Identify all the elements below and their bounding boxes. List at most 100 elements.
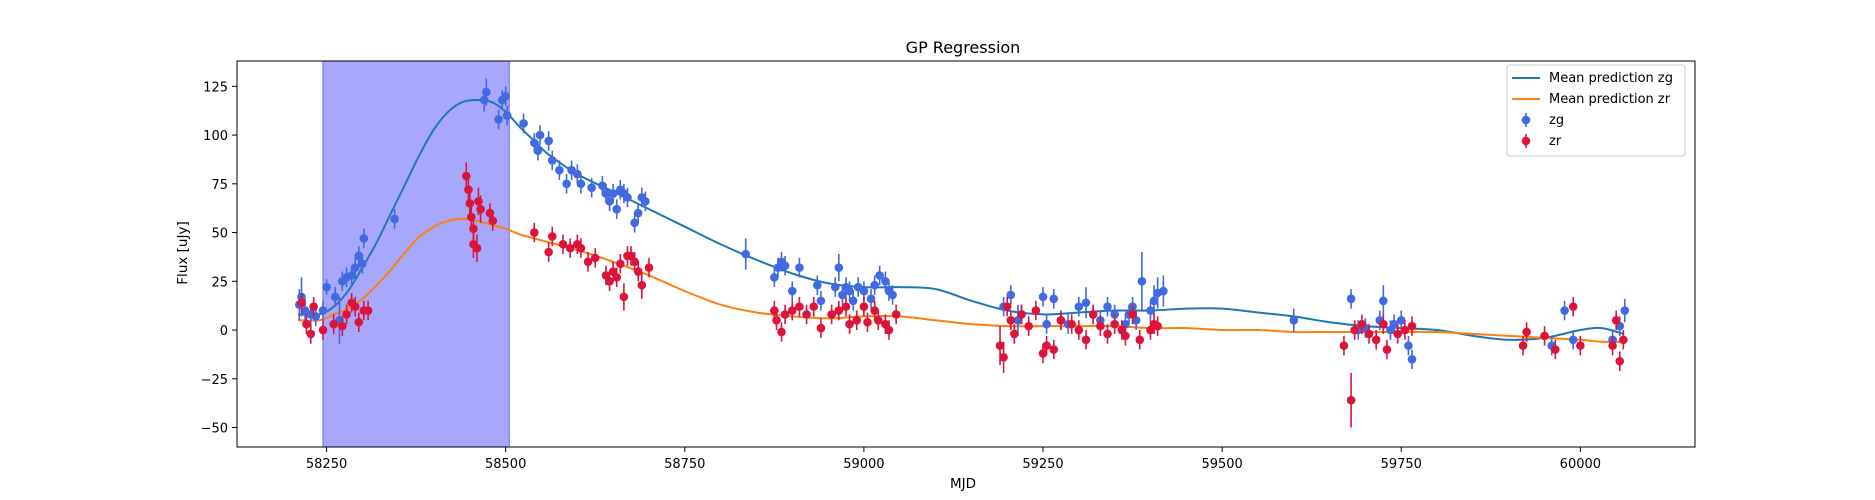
marker xyxy=(873,315,883,325)
legend-label-zr-points: zr xyxy=(1549,134,1562,149)
data-point-zr xyxy=(845,314,854,334)
marker xyxy=(472,243,482,253)
marker xyxy=(1518,341,1528,350)
marker xyxy=(1550,345,1560,354)
y-tick-label: 25 xyxy=(211,275,228,290)
data-point-zg xyxy=(330,287,340,307)
data-point-zr xyxy=(1350,320,1359,340)
marker xyxy=(787,286,797,296)
data-point-zr xyxy=(1031,300,1041,321)
marker xyxy=(488,216,498,226)
data-point-zr xyxy=(1540,326,1549,346)
data-point-zr xyxy=(1042,335,1051,356)
data-point-zg xyxy=(547,150,557,171)
marker xyxy=(1560,306,1569,315)
data-point-zr xyxy=(777,322,786,342)
marker xyxy=(1121,331,1130,341)
data-point-zg xyxy=(1137,252,1147,311)
marker xyxy=(1006,290,1016,300)
marker xyxy=(359,234,369,243)
data-point-zg xyxy=(875,265,884,286)
marker xyxy=(1522,327,1531,337)
marker xyxy=(1074,325,1084,335)
data-point-zr xyxy=(318,320,328,340)
marker xyxy=(354,317,364,327)
marker xyxy=(612,204,622,214)
data-point-zg xyxy=(390,209,399,229)
data-point-zg xyxy=(350,257,360,278)
data-point-zg xyxy=(780,255,790,276)
data-point-zg xyxy=(1560,300,1569,321)
marker xyxy=(547,232,557,241)
data-point-zr xyxy=(338,316,347,336)
data-point-zg xyxy=(795,257,804,278)
marker xyxy=(363,306,373,315)
legend-label-zg-points: zg xyxy=(1549,113,1564,128)
marker xyxy=(576,179,586,189)
marker xyxy=(1350,325,1359,335)
data-point-zr xyxy=(530,222,539,243)
marker xyxy=(479,95,489,105)
data-point-zr xyxy=(1110,314,1119,334)
data-point-zg xyxy=(866,289,876,309)
marker xyxy=(875,271,884,280)
data-point-zr xyxy=(1550,339,1560,360)
data-point-zg xyxy=(544,131,553,151)
data-point-zr xyxy=(1518,335,1528,356)
data-point-zr xyxy=(576,238,586,258)
y-tick-label: 100 xyxy=(203,129,228,144)
data-point-zr xyxy=(637,271,647,299)
data-point-zg xyxy=(1407,349,1417,370)
marker xyxy=(1074,302,1084,311)
data-point-zg xyxy=(888,285,897,305)
data-point-zg xyxy=(633,203,643,223)
marker xyxy=(1382,345,1392,354)
data-point-zg xyxy=(535,125,545,145)
data-point-zr xyxy=(1522,322,1531,342)
data-point-zg xyxy=(1568,330,1578,350)
data-point-zg xyxy=(358,254,367,274)
x-tick-label: 59000 xyxy=(843,457,884,472)
data-point-zg xyxy=(533,140,543,161)
marker xyxy=(1357,319,1367,329)
data-point-zr xyxy=(834,300,844,321)
marker xyxy=(888,290,897,300)
marker xyxy=(330,292,340,302)
x-tick-label: 58500 xyxy=(485,457,526,472)
axes: 58250 58500 58750 59000 59250 59500 59750 60000… xyxy=(201,60,1696,472)
marker xyxy=(633,208,643,218)
data-point-zr xyxy=(780,304,790,325)
data-point-zr xyxy=(544,242,553,262)
data-point-zg xyxy=(501,86,510,106)
data-point-zg xyxy=(1289,308,1299,332)
marker xyxy=(469,224,478,233)
data-point-zg xyxy=(494,109,503,130)
marker xyxy=(1159,286,1168,296)
marker xyxy=(777,327,786,337)
legend-label-zg-line: Mean prediction zg xyxy=(1549,71,1673,86)
marker xyxy=(1339,341,1349,350)
marker xyxy=(1149,296,1159,306)
data-point-zg xyxy=(1042,314,1051,334)
data-point-zr xyxy=(873,310,883,331)
data-point-zr xyxy=(472,234,482,262)
y-tick-label: 125 xyxy=(203,80,228,95)
marker xyxy=(1153,321,1162,331)
data-point-zg xyxy=(1038,287,1048,307)
marker xyxy=(995,341,1005,350)
data-point-zr xyxy=(1024,316,1033,336)
marker xyxy=(1146,306,1155,315)
marker xyxy=(494,115,503,124)
marker xyxy=(870,280,879,290)
marker xyxy=(347,271,356,280)
legend: Mean prediction zg Mean prediction zr zg… xyxy=(1506,64,1686,157)
marker xyxy=(558,239,568,249)
marker xyxy=(1364,329,1374,339)
marker xyxy=(852,315,862,325)
data-point-zr xyxy=(1088,304,1098,325)
data-point-zr xyxy=(787,300,797,321)
marker xyxy=(1128,310,1137,319)
y-tick-label: −50 xyxy=(201,422,228,437)
data-point-zg xyxy=(1346,289,1356,309)
marker xyxy=(838,290,847,300)
